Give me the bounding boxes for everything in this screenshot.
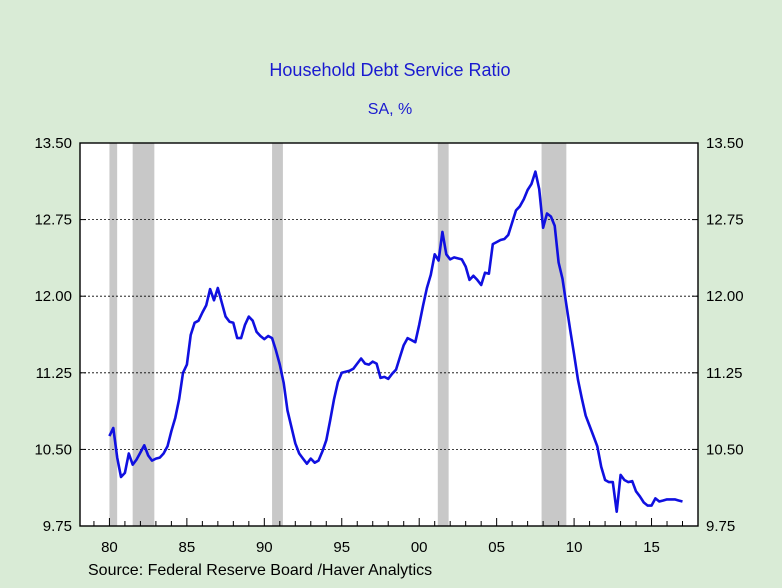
x-tick-label: 85 [179, 539, 196, 556]
series-line [108, 170, 683, 513]
x-tick-label: 05 [488, 539, 505, 556]
y-tick-label-left: 12.00 [34, 288, 72, 305]
plot-area [80, 143, 698, 526]
y-tick-label-right: 9.75 [706, 518, 735, 535]
x-tick-label: 95 [333, 539, 350, 556]
recession-bar-1 [132, 143, 155, 526]
x-tick-label: 10 [566, 539, 583, 556]
chart-subtitle: SA, % [368, 101, 412, 118]
y-tick-label-left: 11.25 [36, 365, 72, 382]
y-tick-label-left: 12.75 [34, 212, 72, 229]
y-tick-label-left: 9.75 [43, 518, 72, 535]
x-tick-label: 00 [411, 539, 428, 556]
x-tick-label: 90 [256, 539, 273, 556]
y-tick-label-left: 13.50 [34, 135, 72, 152]
y-axis-left: 9.75 10.50 11.25 12.00 12.75 13.50 [34, 135, 86, 535]
source-note: Source: Federal Reserve Board /Haver Ana… [88, 562, 432, 579]
gridlines [80, 219, 698, 450]
recession-bar-2 [272, 143, 283, 526]
x-tick-label: 15 [643, 539, 660, 556]
chart-title: Household Debt Service Ratio [269, 60, 510, 80]
y-tick-label-left: 10.50 [34, 441, 72, 458]
y-tick-label-right: 12.75 [706, 212, 744, 229]
x-axis: 80 85 90 95 00 05 10 15 [93, 518, 684, 556]
y-tick-label-right: 10.50 [706, 441, 744, 458]
recession-bar-3 [437, 143, 449, 526]
y-tick-label-right: 12.00 [706, 288, 744, 305]
recession-bar-4 [541, 143, 567, 526]
plot-frame [79, 142, 699, 527]
x-tick-label: 80 [101, 539, 118, 556]
recession-bar-0 [109, 143, 118, 526]
y-tick-label-right: 13.50 [706, 135, 744, 152]
recession-shading [109, 143, 567, 526]
y-tick-label-right: 11.25 [706, 365, 742, 382]
y-axis-right: 9.75 10.50 11.25 12.00 12.75 13.50 [692, 135, 744, 535]
